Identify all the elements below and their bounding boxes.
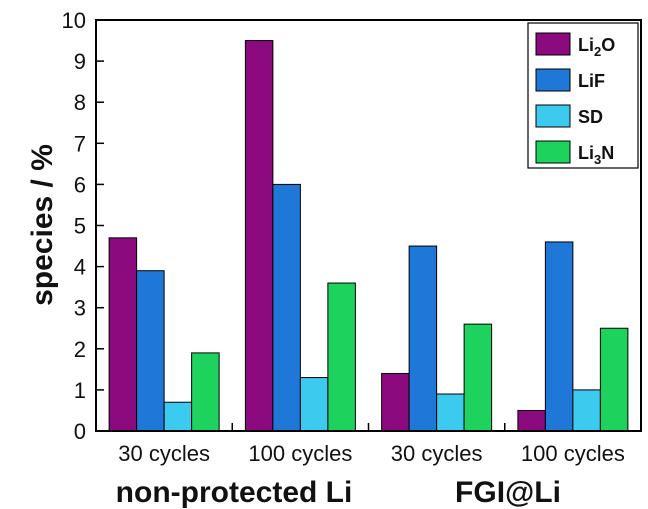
y-tick-label: 3 bbox=[74, 296, 86, 321]
legend-swatch-sd bbox=[535, 104, 571, 128]
y-tick-label: 9 bbox=[74, 49, 86, 74]
y-tick-label: 8 bbox=[74, 90, 86, 115]
y-tick-label: 5 bbox=[74, 214, 86, 239]
bars bbox=[108, 40, 629, 432]
legend-swatch-li3n bbox=[535, 140, 571, 164]
bar-sd-1 bbox=[299, 377, 329, 432]
bar-lif-3 bbox=[544, 241, 574, 432]
legend-label-sd: SD bbox=[578, 107, 603, 127]
bar-li3n-1 bbox=[327, 282, 356, 432]
bar-li3n-0 bbox=[191, 352, 220, 432]
x-category-label: 30 cycles bbox=[391, 441, 483, 466]
x-category-label: 30 cycles bbox=[118, 441, 210, 466]
bar-li2o-1 bbox=[244, 40, 274, 432]
x-category-label: 100 cycles bbox=[521, 441, 625, 466]
bar-sd-3 bbox=[572, 389, 601, 432]
y-tick-label: 1 bbox=[74, 378, 86, 403]
plot-frame bbox=[95, 19, 642, 432]
bar-li2o-3 bbox=[517, 409, 546, 432]
group-label-fgi: FGI@Li bbox=[455, 476, 561, 509]
bar-lif-0 bbox=[136, 270, 165, 432]
legend-label-li2o: Li2O bbox=[578, 35, 615, 59]
y-axis-title: species / % bbox=[26, 144, 59, 306]
legend-label-li3n: Li3N bbox=[578, 143, 614, 167]
bar-li2o-2 bbox=[381, 372, 410, 432]
y-tick-label: 10 bbox=[62, 8, 86, 33]
x-axis-category-labels: 30 cycles 100 cycles 30 cycles 100 cycles bbox=[118, 423, 625, 466]
legend-label-lif: LiF bbox=[578, 71, 605, 91]
legend-swatch-lif bbox=[535, 68, 571, 92]
y-tick-label: 4 bbox=[74, 255, 86, 280]
bar-lif-1 bbox=[272, 183, 301, 432]
y-tick-label: 6 bbox=[74, 172, 86, 197]
y-tick-label: 0 bbox=[74, 419, 86, 444]
y-tick-label: 7 bbox=[74, 131, 86, 156]
group-label-non-protected: non-protected Li bbox=[116, 476, 353, 509]
bar-li3n-3 bbox=[599, 327, 629, 432]
y-tick-label: 2 bbox=[74, 337, 86, 362]
bar-lif-2 bbox=[408, 245, 438, 432]
bar-sd-2 bbox=[436, 393, 465, 432]
bar-li3n-2 bbox=[463, 323, 493, 432]
x-category-label: 100 cycles bbox=[248, 441, 352, 466]
bar-sd-0 bbox=[163, 401, 193, 432]
legend-swatch-li2o bbox=[535, 32, 571, 56]
bar-li2o-0 bbox=[108, 237, 138, 432]
legend: Li2O LiF SD Li3N bbox=[527, 22, 639, 169]
y-axis-ticks: 0 1 2 3 4 5 6 7 8 9 10 bbox=[62, 8, 104, 444]
